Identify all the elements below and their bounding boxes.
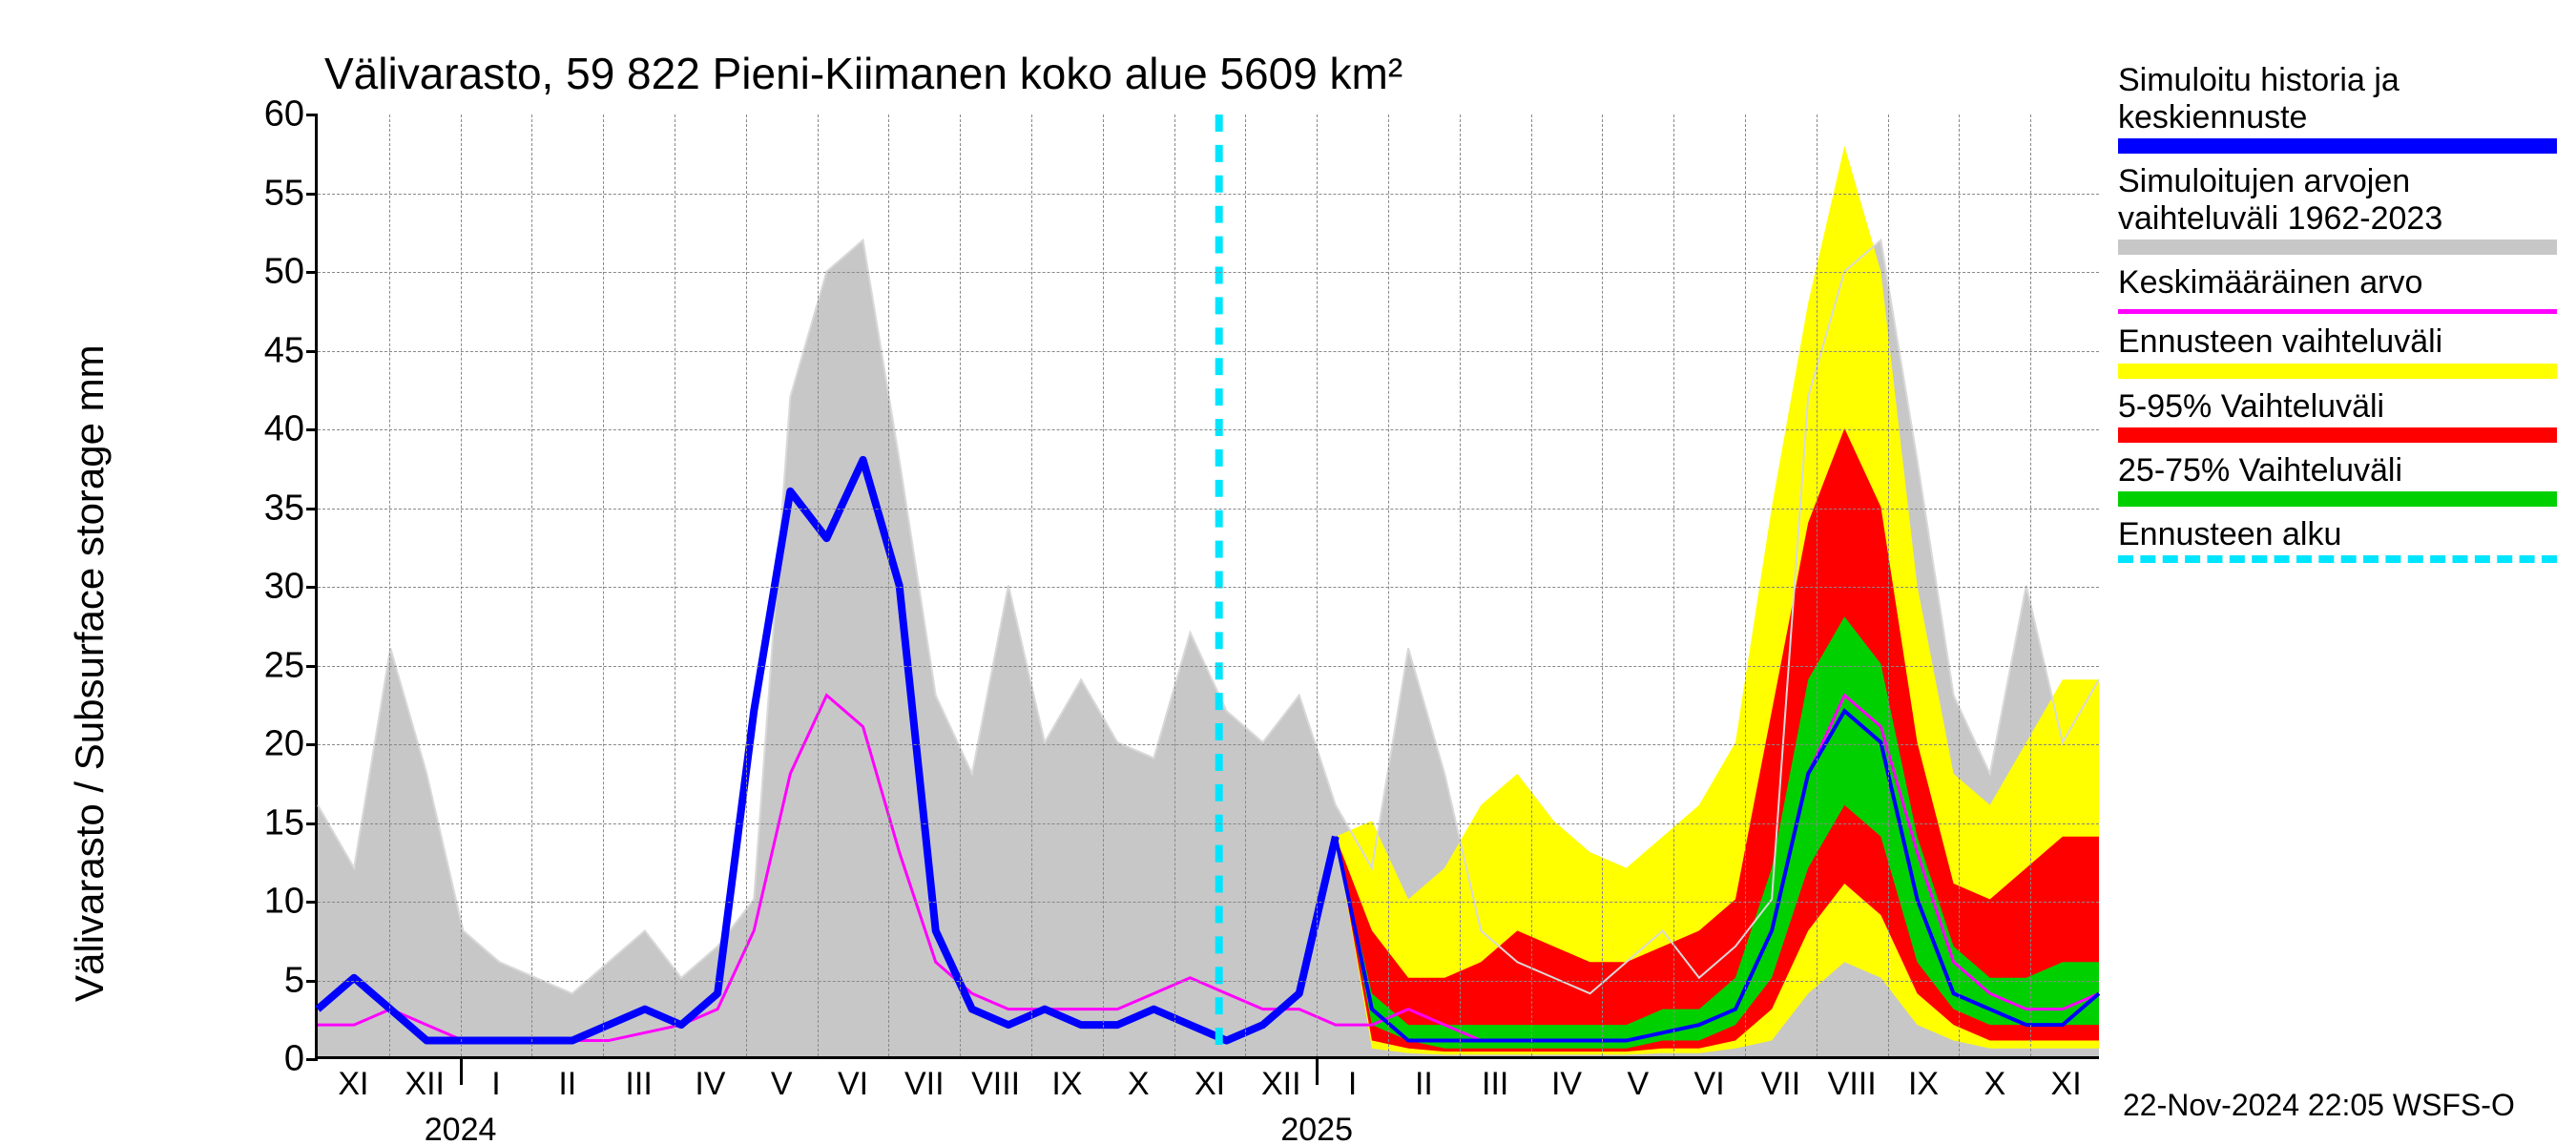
x-tick-label: II	[558, 1056, 576, 1103]
gridline-v	[2030, 114, 2031, 1056]
gridline-v	[888, 114, 889, 1056]
gridline-v	[1388, 114, 1389, 1056]
gridline-v	[389, 114, 390, 1056]
y-tick-mark	[306, 586, 318, 589]
gridline-v	[603, 114, 604, 1056]
gridline-h	[318, 194, 2099, 195]
legend: Simuloitu historia jakeskiennuste Simuloi…	[2118, 62, 2557, 572]
legend-label: Ennusteen vaihteluväli	[2118, 323, 2557, 361]
legend-entry: 5-95% Vaihteluväli	[2118, 388, 2557, 443]
gridline-h	[318, 981, 2099, 982]
y-tick-mark	[306, 1058, 318, 1061]
gridline-v	[1888, 114, 1889, 1056]
gridline-v	[818, 114, 819, 1056]
gridline-v	[531, 114, 532, 1056]
legend-entry: Ennusteen alku	[2118, 516, 2557, 563]
data-layer	[318, 114, 2099, 1056]
gridline-h	[318, 272, 2099, 273]
gridline-v	[1673, 114, 1674, 1056]
chart-title: Välivarasto, 59 822 Pieni-Kiimanen koko …	[324, 48, 1402, 99]
x-tick-label: XI	[2051, 1056, 2082, 1103]
gridline-v	[746, 114, 747, 1056]
gridline-h	[318, 666, 2099, 667]
y-tick-mark	[306, 350, 318, 353]
legend-entry: Ennusteen vaihteluväli	[2118, 323, 2557, 378]
legend-label: Simuloitujen arvojenvaihteluväli 1962-20…	[2118, 163, 2557, 238]
x-tick-label: III	[1482, 1056, 1508, 1103]
legend-label: Ennusteen alku	[2118, 516, 2557, 553]
x-tick-label: VII	[1761, 1056, 1801, 1103]
gridline-h	[318, 587, 2099, 588]
gridline-h	[318, 823, 2099, 824]
gridline-v	[461, 114, 462, 1056]
x-tick-label: VII	[904, 1056, 945, 1103]
legend-swatch	[2118, 491, 2557, 507]
y-tick-mark	[306, 508, 318, 510]
legend-label: 5-95% Vaihteluväli	[2118, 388, 2557, 426]
legend-label: Keskimääräinen arvo	[2118, 264, 2557, 302]
gridline-v	[960, 114, 961, 1056]
x-tick-label: IV	[1551, 1056, 1582, 1103]
gridline-v	[1245, 114, 1246, 1056]
gridline-v	[1817, 114, 1818, 1056]
x-tick-label: XI	[338, 1056, 368, 1103]
gridline-v	[1531, 114, 1532, 1056]
y-tick-mark	[306, 822, 318, 825]
gridline-h	[318, 429, 2099, 430]
x-tick-label: VIII	[971, 1056, 1020, 1103]
gridline-v	[1103, 114, 1104, 1056]
x-tick-label: IX	[1051, 1056, 1082, 1103]
x-year-label: 2025	[1280, 1056, 1353, 1145]
chart-root: Välivarasto, 59 822 Pieni-Kiimanen koko …	[0, 0, 2576, 1145]
gridline-v	[1031, 114, 1032, 1056]
legend-swatch	[2118, 239, 2557, 255]
x-tick-label: IV	[695, 1056, 725, 1103]
x-tick-label: VIII	[1828, 1056, 1877, 1103]
x-tick-label: VI	[1694, 1056, 1725, 1103]
y-tick-mark	[306, 743, 318, 746]
legend-entry: Keskimääräinen arvo	[2118, 264, 2557, 314]
gridline-v	[1602, 114, 1603, 1056]
legend-swatch	[2118, 309, 2557, 314]
x-tick-label: X	[1984, 1056, 2005, 1103]
y-axis-label: Välivarasto / Subsurface storage mm	[67, 344, 113, 1002]
footer-timestamp: 22-Nov-2024 22:05 WSFS-O	[2123, 1088, 2515, 1123]
gridline-v	[1174, 114, 1175, 1056]
legend-label: 25-75% Vaihteluväli	[2118, 452, 2557, 489]
y-tick-mark	[306, 193, 318, 196]
gridline-v	[1745, 114, 1746, 1056]
gridline-h	[318, 509, 2099, 510]
y-tick-mark	[306, 114, 318, 116]
legend-swatch	[2118, 364, 2557, 379]
x-tick-label: V	[771, 1056, 793, 1103]
gridline-v	[1959, 114, 1960, 1056]
legend-entry: 25-75% Vaihteluväli	[2118, 452, 2557, 507]
x-tick-label: XI	[1195, 1056, 1225, 1103]
x-tick-label: IX	[1908, 1056, 1939, 1103]
gridline-v	[1460, 114, 1461, 1056]
x-tick-label: X	[1128, 1056, 1150, 1103]
plot-area: 051015202530354045505560XIXIIIIIIIIIVVVI…	[315, 114, 2099, 1059]
legend-entry: Simuloitujen arvojenvaihteluväli 1962-20…	[2118, 163, 2557, 255]
gridline-h	[318, 744, 2099, 745]
x-tick-label: II	[1415, 1056, 1433, 1103]
x-tick-label: V	[1627, 1056, 1649, 1103]
y-tick-mark	[306, 901, 318, 904]
x-tick-label: VI	[838, 1056, 868, 1103]
y-tick-mark	[306, 271, 318, 274]
legend-swatch	[2118, 427, 2557, 443]
legend-swatch	[2118, 138, 2557, 154]
gridline-h	[318, 351, 2099, 352]
gridline-h	[318, 902, 2099, 903]
y-tick-mark	[306, 428, 318, 431]
y-tick-mark	[306, 665, 318, 668]
x-year-label: 2024	[425, 1056, 497, 1145]
legend-entry: Simuloitu historia jakeskiennuste	[2118, 62, 2557, 154]
gridline-v	[1317, 114, 1318, 1056]
legend-swatch	[2118, 555, 2557, 563]
x-tick-label: III	[625, 1056, 652, 1103]
legend-label: Simuloitu historia jakeskiennuste	[2118, 62, 2557, 136]
y-tick-mark	[306, 980, 318, 983]
